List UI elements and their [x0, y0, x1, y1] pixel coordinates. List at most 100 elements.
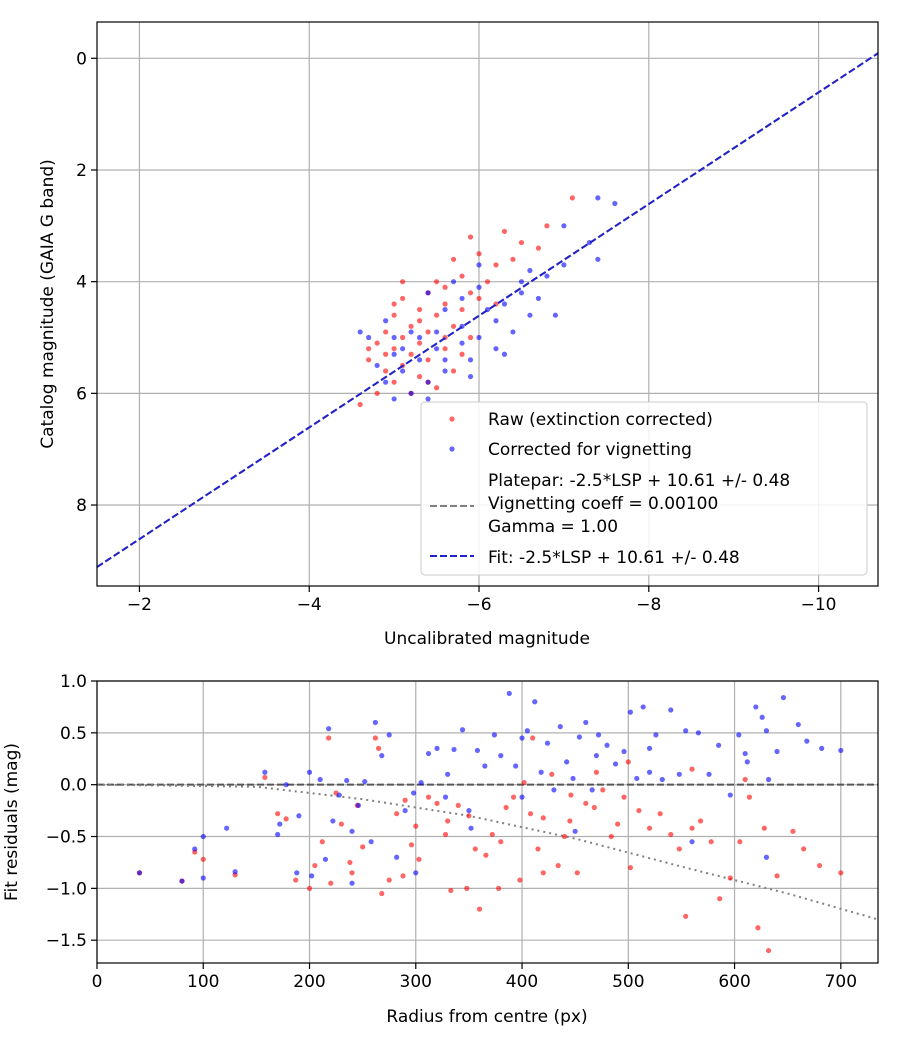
corrected-point [366, 334, 372, 341]
x-tick-label: 400 [506, 972, 538, 992]
raw-point [544, 223, 550, 229]
corrected-point [501, 351, 508, 357]
corrected-point [317, 776, 323, 783]
raw-point [746, 794, 753, 800]
raw-point [391, 312, 397, 318]
y-tick-label: 0.0 [60, 776, 87, 796]
corrected-point [668, 707, 674, 713]
corrected-point [527, 312, 533, 318]
raw-point [510, 794, 517, 800]
raw-point [338, 821, 344, 827]
corrected-point [742, 750, 748, 757]
raw-point [433, 385, 440, 391]
corrected-point [501, 301, 508, 307]
x-tick-label: −2 [127, 595, 152, 615]
corrected-point [804, 738, 810, 744]
raw-point [374, 390, 380, 396]
raw-point [567, 818, 573, 824]
corrected-point [372, 719, 378, 726]
raw-point [312, 862, 318, 869]
corrected-point [795, 721, 801, 728]
legend-corrected-label: Corrected for vignetting [488, 440, 692, 460]
corrected-point [262, 769, 268, 775]
corrected-point [374, 362, 380, 369]
corrected-point [544, 740, 551, 746]
raw-point [493, 262, 499, 268]
corrected-point [408, 390, 414, 396]
raw-point [360, 844, 366, 850]
corrected-point [450, 279, 457, 285]
x-tick-label: 600 [718, 972, 750, 992]
x-tick-label: 500 [612, 972, 644, 992]
corrected-point [519, 794, 525, 800]
raw-point [593, 769, 600, 775]
corrected-point [513, 763, 519, 769]
raw-point [283, 816, 289, 822]
y-tick-label: 2 [76, 161, 87, 181]
corrected-point [744, 759, 750, 765]
corrected-point [538, 769, 544, 775]
legend-platepar-label-2: Vignetting coeff = 0.00100 [488, 494, 718, 514]
raw-point [535, 245, 542, 251]
corrected-point [518, 290, 525, 296]
raw-point [801, 846, 807, 852]
raw-point [434, 800, 440, 806]
x-tick-label: −8 [636, 595, 661, 615]
raw-point [466, 813, 472, 819]
raw-point [328, 880, 334, 886]
corrected-point [326, 726, 332, 732]
residuals-plot-frame [96, 680, 879, 964]
corrected-point [576, 734, 583, 740]
raw-point [816, 862, 823, 869]
raw-point [433, 279, 440, 285]
raw-point [357, 401, 363, 408]
magnitude-plot-ticks: −2 −4 −6 −8 −10 0 2 4 6 8 [76, 49, 836, 615]
x-tick-label: −6 [466, 595, 491, 615]
y-tick-label: 8 [76, 496, 87, 516]
corrected-point [527, 267, 533, 274]
corrected-point [524, 728, 530, 734]
corrected-point [621, 748, 627, 755]
raw-point [636, 807, 642, 814]
raw-point [383, 368, 389, 374]
residuals-plot-area [97, 690, 878, 954]
y-tick-label: −0.5 [46, 828, 87, 848]
corrected-point [774, 748, 780, 755]
corrected-point [474, 747, 481, 754]
residuals-plot: 0 100 200 300 400 500 600 700 1.0 0.5 0.0 −0.5 −1.0 −… [2, 672, 879, 1027]
raw-point [527, 811, 534, 817]
raw-point [459, 273, 465, 279]
raw-point [433, 312, 440, 318]
corrected-point [838, 747, 844, 754]
corrected-point [519, 735, 525, 741]
corrected-point [572, 828, 578, 834]
corrected-point [646, 745, 653, 751]
y-tick-label: −1.5 [46, 931, 87, 951]
raw-point [517, 877, 523, 883]
raw-point [708, 839, 714, 845]
corrected-point [416, 334, 423, 341]
raw-point [530, 735, 536, 741]
legend-raw-marker [449, 416, 455, 422]
legend-fit-label: Fit: -2.5*LSP + 10.61 +/- 0.48 [488, 548, 740, 568]
raw-point [476, 906, 483, 912]
raw-point [774, 873, 780, 879]
raw-point [400, 279, 406, 285]
raw-point [569, 195, 575, 201]
raw-point [459, 351, 465, 357]
y-tick-label: 0 [76, 49, 87, 69]
legend-corrected-marker [449, 446, 455, 452]
residuals-plot-ticks: 0 100 200 300 400 500 600 700 1.0 0.5 0.0 −0.5 −1.0 −… [46, 672, 857, 992]
raw-point [459, 306, 465, 313]
corrected-point [408, 329, 414, 335]
raw-point [467, 334, 474, 341]
corrected-point [402, 807, 408, 814]
raw-point [496, 885, 502, 891]
raw-point [293, 877, 299, 883]
corrected-point [386, 732, 392, 738]
raw-point [306, 885, 313, 891]
corrected-point [468, 825, 474, 831]
corrected-point [604, 742, 610, 748]
corrected-point [425, 290, 431, 296]
